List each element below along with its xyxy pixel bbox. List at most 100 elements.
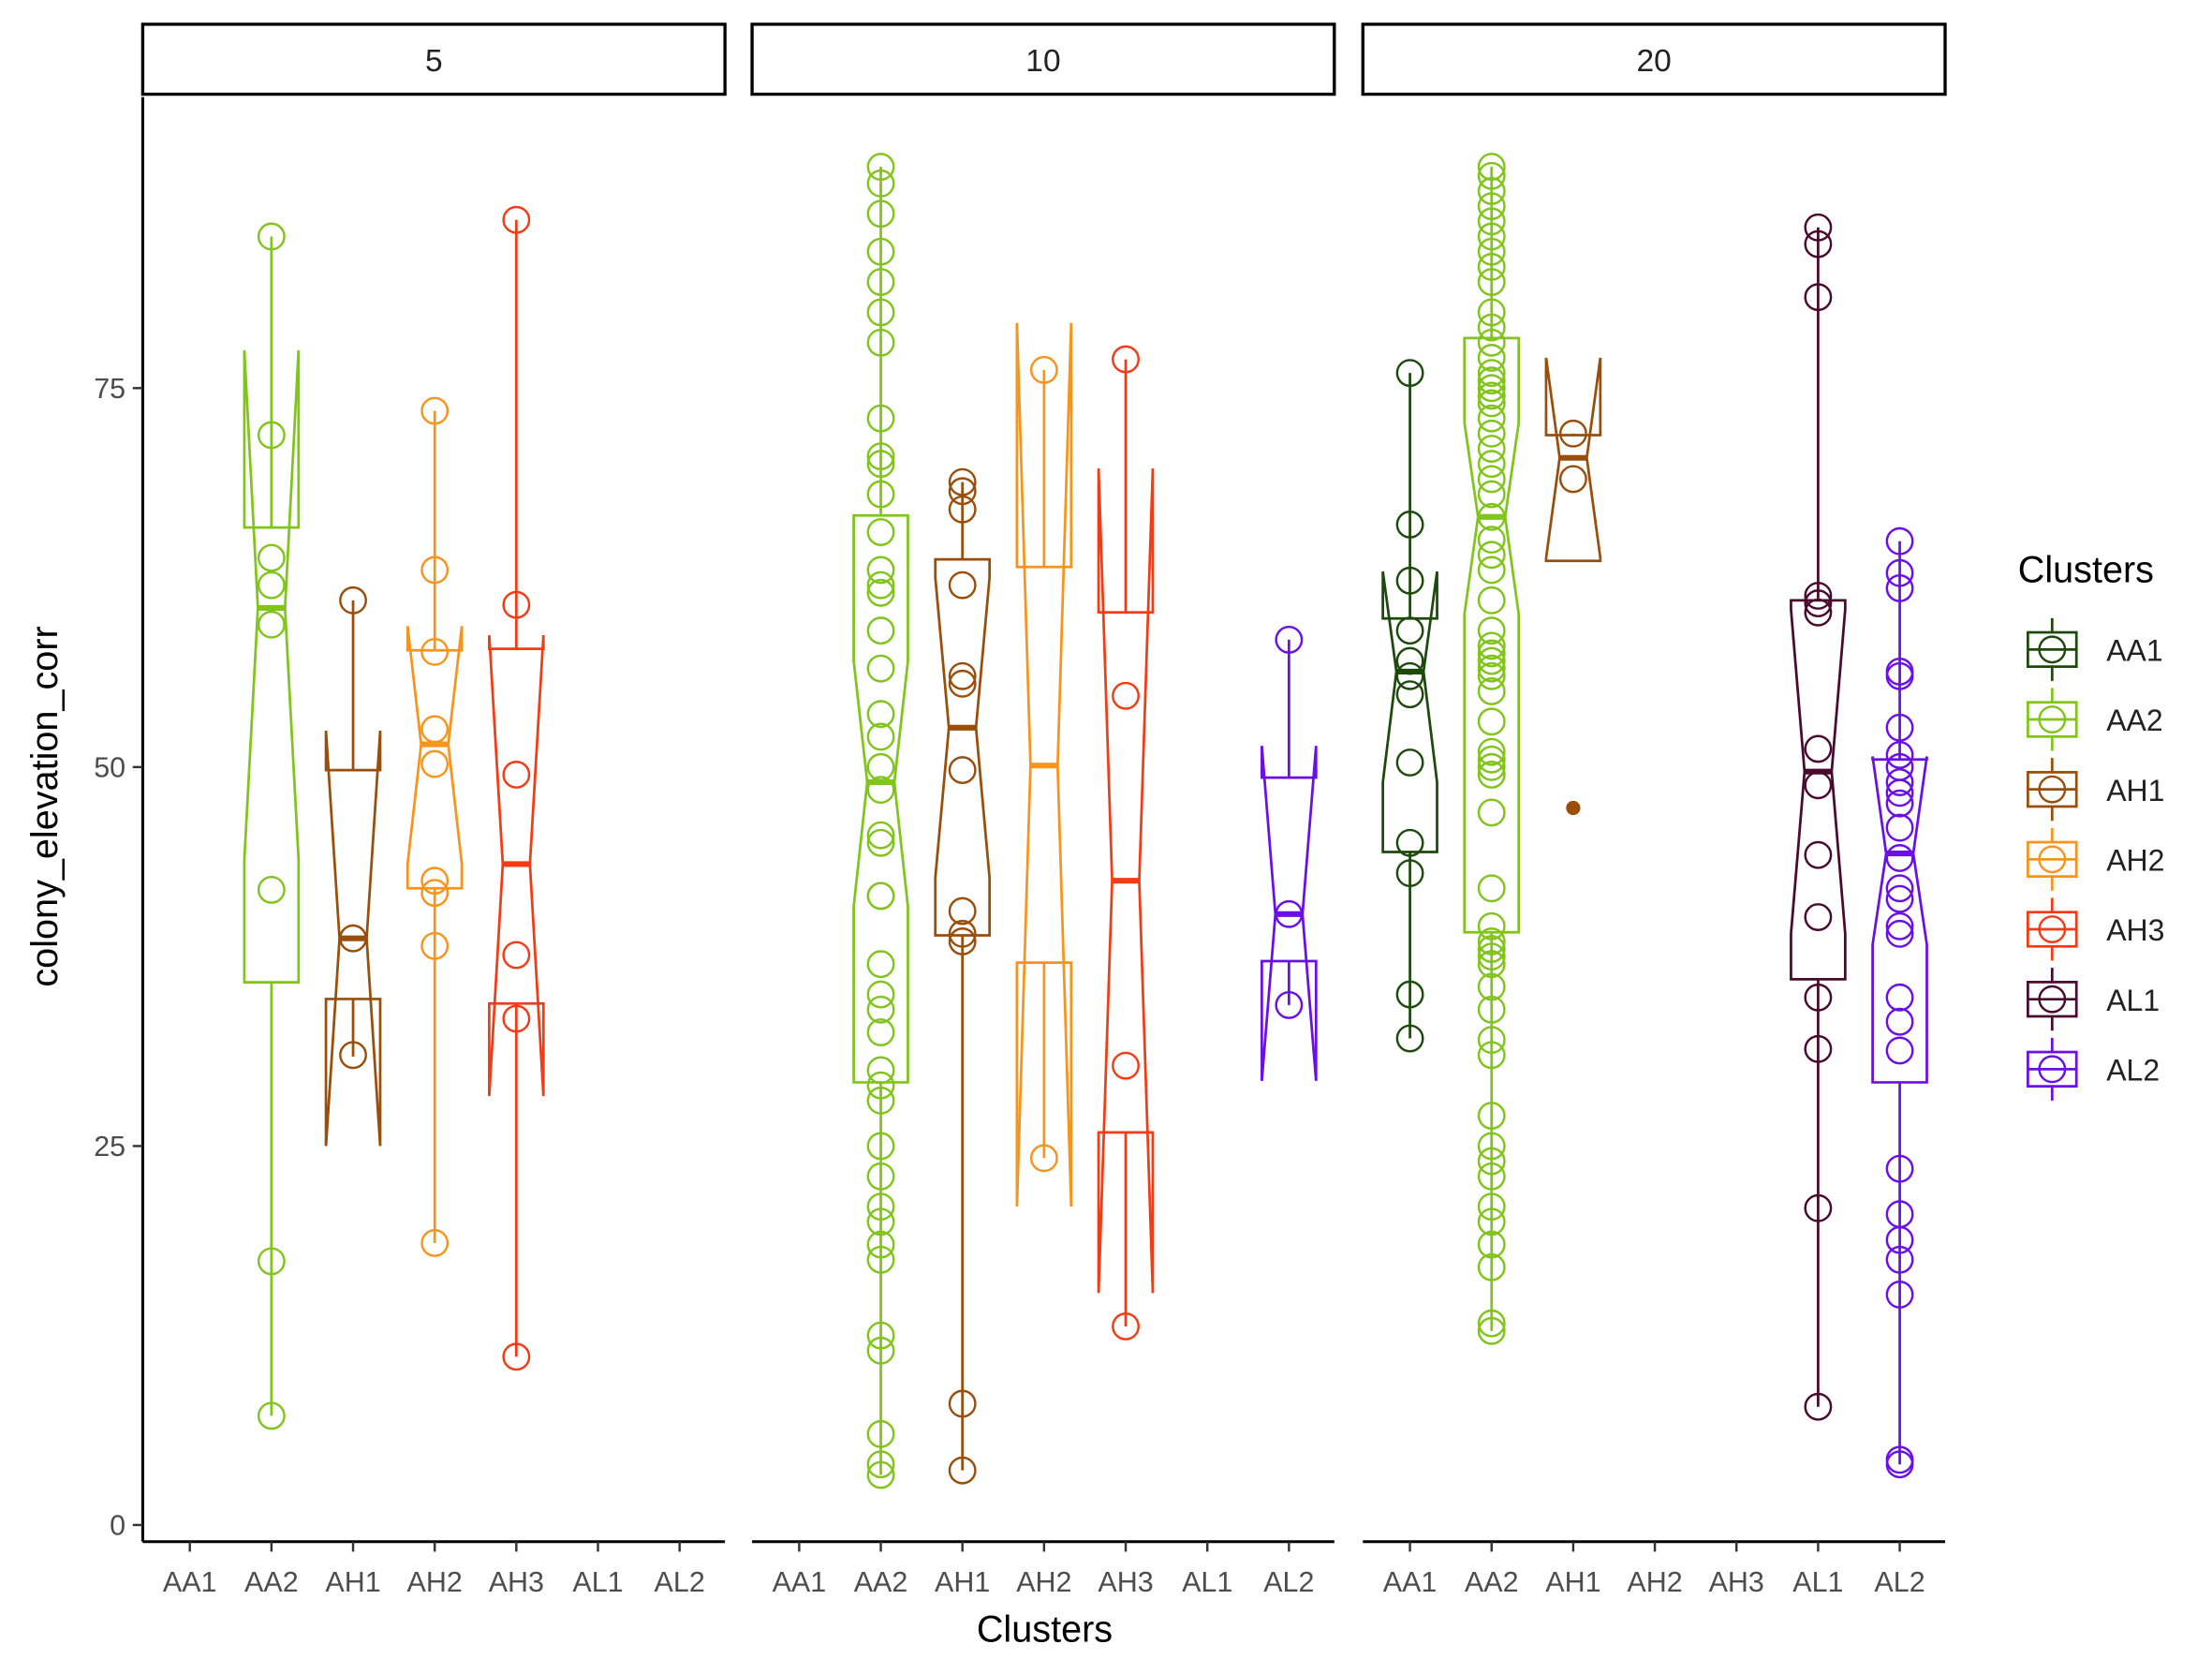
point (1885, 661, 1914, 690)
point (1885, 1225, 1914, 1254)
point (1804, 734, 1833, 763)
point (866, 298, 895, 327)
point (1029, 1144, 1058, 1173)
point (866, 200, 895, 229)
point (420, 555, 450, 585)
point (1477, 161, 1506, 190)
point (866, 1336, 895, 1365)
point (1275, 899, 1304, 928)
point (1885, 844, 1914, 872)
point (1477, 942, 1506, 971)
point (1395, 980, 1424, 1009)
point (948, 896, 977, 926)
point (1804, 213, 1833, 242)
point (1885, 526, 1914, 555)
point (1885, 1154, 1914, 1183)
point (1477, 616, 1506, 645)
point (1477, 1207, 1506, 1237)
legend-label: AL2 (2106, 1054, 2160, 1088)
point (257, 1401, 286, 1430)
point (1477, 677, 1506, 705)
point (1885, 813, 1914, 842)
legend-label: AH1 (2106, 774, 2164, 807)
point (866, 821, 895, 850)
point (1477, 761, 1506, 789)
facet-strip (750, 22, 1336, 96)
point (1558, 465, 1587, 494)
y-tick-label: 0 (110, 1510, 125, 1542)
point (866, 518, 895, 546)
point (1804, 283, 1833, 312)
x-tick-label: AH3 (489, 1566, 544, 1598)
point (1395, 680, 1424, 709)
point (1395, 859, 1424, 888)
point (1885, 778, 1914, 807)
point (1477, 1102, 1506, 1130)
legend-key-point (2038, 635, 2067, 664)
point (502, 941, 531, 970)
point (257, 570, 286, 600)
point (1477, 995, 1506, 1024)
legend-label: AA2 (2106, 704, 2162, 737)
point (257, 222, 286, 251)
point (1395, 646, 1424, 675)
point (1885, 740, 1914, 769)
x-axis-title: Clusters (977, 1608, 1113, 1650)
x-tick-label: AL1 (1182, 1566, 1232, 1598)
point (1477, 639, 1506, 668)
point (1477, 1252, 1506, 1281)
point (1477, 646, 1506, 675)
point (1029, 355, 1058, 384)
legend-label: AA1 (2106, 634, 2162, 668)
point (1885, 884, 1914, 913)
outlier (1566, 800, 1581, 816)
point (866, 1245, 895, 1274)
point (1477, 1230, 1506, 1259)
facet-label: 20 (1637, 44, 1672, 79)
point (866, 1192, 895, 1222)
point (1477, 1147, 1506, 1176)
point (866, 578, 895, 607)
point (1395, 661, 1424, 690)
point (1395, 1024, 1424, 1053)
legend-key-point (2038, 775, 2067, 804)
legend-key-point (2038, 705, 2067, 733)
y-tick-label: 25 (94, 1131, 125, 1163)
point (1885, 1245, 1914, 1274)
point (1477, 465, 1506, 494)
point (1477, 752, 1506, 781)
box (243, 349, 301, 985)
point (1477, 313, 1506, 342)
point (948, 919, 977, 948)
box (1015, 322, 1073, 1207)
point (1804, 903, 1833, 931)
point (1477, 661, 1506, 690)
point (1885, 1450, 1914, 1479)
point (1477, 927, 1506, 955)
point (866, 1460, 895, 1489)
point (866, 268, 895, 296)
point (1477, 328, 1506, 357)
point (339, 924, 367, 953)
box (852, 513, 909, 1084)
box (406, 626, 464, 890)
point (866, 570, 895, 600)
legend-key-point (2038, 845, 2067, 874)
x-tick-label: AH2 (1016, 1566, 1071, 1598)
point (420, 715, 450, 744)
legend-label: AH2 (2106, 844, 2164, 878)
point (1477, 359, 1506, 388)
point (1477, 654, 1506, 683)
point (1477, 389, 1506, 418)
point (1885, 1036, 1914, 1065)
point (1885, 1281, 1914, 1309)
point (1477, 526, 1506, 555)
point (1477, 1309, 1506, 1338)
point (1477, 1132, 1506, 1161)
point (1477, 192, 1506, 221)
point (1477, 1026, 1506, 1055)
point (257, 1247, 286, 1276)
point (1275, 990, 1304, 1019)
point (1477, 707, 1506, 736)
